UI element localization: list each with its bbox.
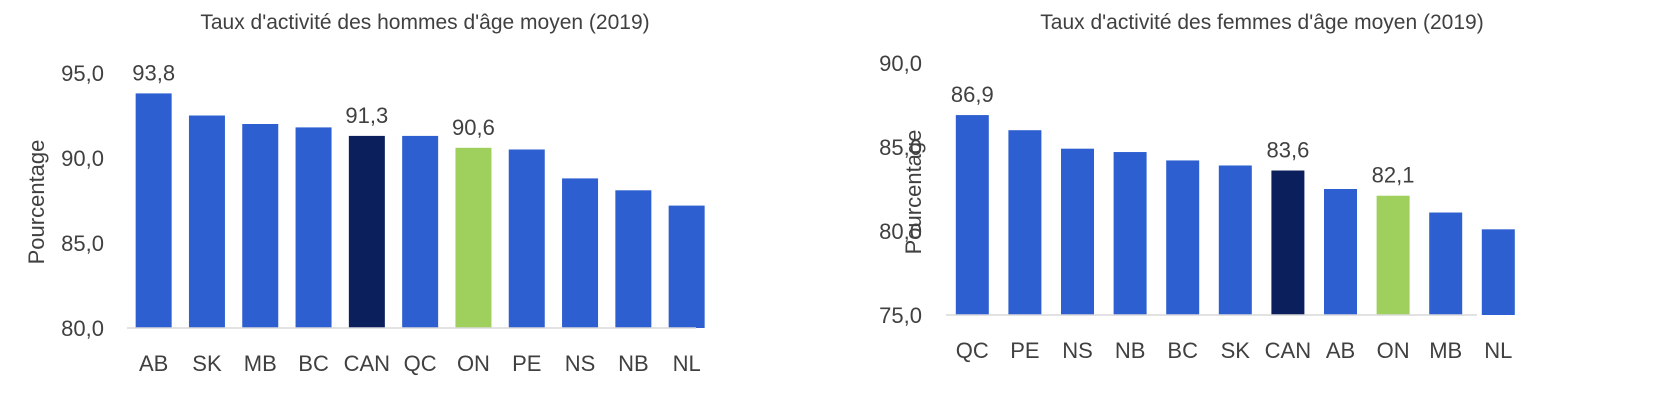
category-label: BC (1167, 338, 1198, 363)
chart-title: Taux d'activité des femmes d'âge moyen (… (1040, 11, 1483, 34)
category-labels: QC PE NS NB BC SK CAN AB ON MB NL (956, 338, 1513, 363)
category-label: QC (956, 338, 989, 363)
category-label: CAN (344, 351, 390, 376)
bar-on (1376, 195, 1410, 315)
category-label: ON (1377, 338, 1410, 363)
men-activity-chart: Taux d'activité des hommes d'âge moyen (… (24, 11, 705, 376)
category-label: MB (1429, 338, 1462, 363)
data-label: 86,9 (951, 82, 994, 107)
chart-title: Taux d'activité des hommes d'âge moyen (… (200, 11, 649, 34)
bar-can (348, 135, 385, 328)
category-label: NS (1062, 338, 1093, 363)
category-labels: AB SK MB BC CAN QC ON PE NS NB NL (139, 351, 701, 376)
bar-sk (188, 115, 225, 328)
category-label: QC (404, 351, 437, 376)
y-tick-label: 90,0 (879, 51, 922, 76)
y-tick-label: 95,0 (61, 61, 104, 86)
category-label: MB (244, 351, 277, 376)
category-label: NS (565, 351, 596, 376)
data-label: 90,6 (452, 115, 495, 140)
bar-pe (508, 149, 545, 328)
bar-qc (402, 135, 439, 328)
data-label: 83,6 (1266, 138, 1309, 163)
y-tick-label: 90,0 (61, 146, 104, 171)
women-activity-chart: Taux d'activité des femmes d'âge moyen (… (879, 11, 1515, 363)
y-tick-labels: 80,0 85,0 90,0 95,0 (61, 61, 104, 341)
category-label: AB (1326, 338, 1355, 363)
bars (955, 115, 1515, 315)
bar-ab (1324, 189, 1357, 315)
bar-pe (1008, 130, 1042, 315)
data-label: 93,8 (132, 60, 175, 85)
category-label: CAN (1265, 338, 1311, 363)
bars (135, 93, 705, 329)
category-label: PE (512, 351, 541, 376)
data-label: 82,1 (1372, 163, 1415, 188)
bar-ns (1061, 148, 1094, 315)
category-label: SK (192, 351, 222, 376)
category-label: BC (298, 351, 329, 376)
category-label: NB (1115, 338, 1146, 363)
bar-on (455, 147, 492, 328)
bar-mb (242, 124, 279, 328)
y-tick-label: 80,0 (879, 219, 922, 244)
y-tick-label: 75,0 (879, 303, 922, 328)
bar-ns (562, 178, 599, 328)
category-label: NL (1484, 338, 1512, 363)
bar-nl (1481, 229, 1515, 315)
bar-nb (1113, 152, 1147, 315)
bar-can (1271, 170, 1305, 315)
y-tick-label: 85,0 (879, 135, 922, 160)
data-label: 91,3 (345, 103, 388, 128)
y-tick-labels: 75,0 80,0 85,0 90,0 (879, 51, 922, 328)
y-axis-label: Pourcentage (24, 140, 49, 265)
y-tick-label: 85,0 (61, 231, 104, 256)
bar-nl (668, 205, 705, 328)
category-label: PE (1010, 338, 1039, 363)
bar-nb (615, 190, 652, 328)
category-label: ON (457, 351, 490, 376)
category-label: NL (673, 351, 701, 376)
data-labels: 93,8 91,3 90,6 (132, 60, 495, 139)
bar-bc (295, 127, 332, 329)
category-label: SK (1221, 338, 1251, 363)
category-label: NB (618, 351, 649, 376)
bar-ab (135, 93, 172, 329)
bar-qc (955, 115, 989, 315)
data-labels: 86,9 83,6 82,1 (951, 82, 1415, 188)
y-axis-label: Pourcentage (901, 130, 926, 255)
y-tick-label: 80,0 (61, 316, 104, 341)
bar-mb (1429, 212, 1463, 315)
bar-bc (1166, 160, 1200, 315)
bar-sk (1218, 165, 1252, 315)
category-label: AB (139, 351, 168, 376)
